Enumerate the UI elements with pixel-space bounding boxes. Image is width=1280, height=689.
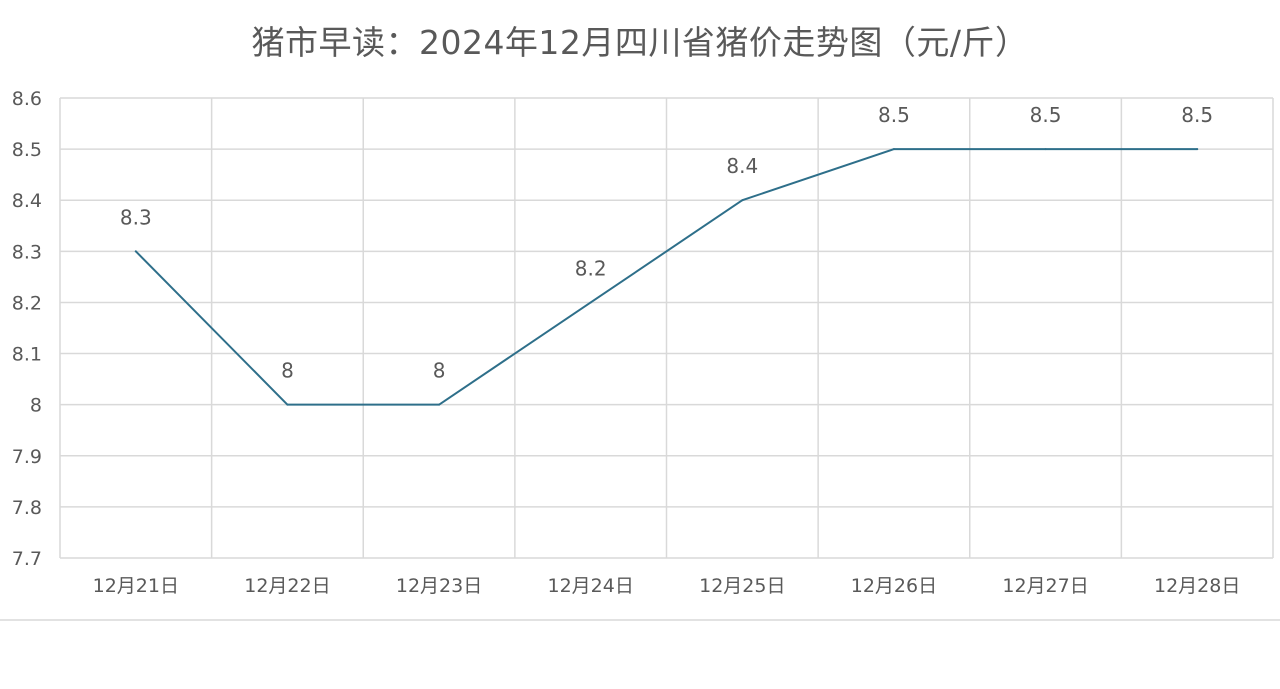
x-tick-label: 12月22日 [244,575,330,597]
data-point [741,199,744,202]
data-label: 8.3 [120,205,152,229]
y-tick-label: 8.2 [12,292,42,314]
y-tick-label: 8.4 [12,190,42,212]
data-label: 8.5 [1030,103,1062,127]
y-tick-label: 8.5 [12,139,42,161]
y-tick-label: 7.9 [12,446,42,468]
x-tick-label: 12月28日 [1154,575,1240,597]
data-label: 8 [433,359,446,383]
chart: 猪市早读：2024年12月四川省猪价走势图（元/斤） 7.7 7.8 7.9 8 8.1… [11,23,1274,597]
data-label: 8.4 [726,154,758,178]
y-tick-label: 8.1 [12,344,42,366]
y-tick-label: 8.3 [12,241,42,263]
y-tick-label: 8.6 [12,88,42,110]
data-label: 8.5 [878,103,910,127]
y-tick-label: 7.7 [12,548,42,570]
data-label: 8.5 [1181,103,1213,127]
chart-title: 猪市早读：2024年12月四川省猪价走势图（元/斤） [251,23,1029,62]
data-point [134,250,137,253]
chart-plot: 7.7 7.8 7.9 8 8.1 8.2 8.3 8.4 8.5 8.6 12月21日 12月22日… [12,88,1274,597]
x-tick-label: 12月24日 [548,575,634,597]
data-label: 8.2 [575,256,607,280]
data-point [892,148,895,151]
data-point [286,403,289,406]
x-tick-label: 12月27日 [1002,575,1088,597]
x-tick-label: 12月25日 [699,575,785,597]
y-tick-label: 7.8 [12,497,42,519]
data-point [589,301,592,304]
data-point [438,403,441,406]
x-tick-label: 12月21日 [93,575,179,597]
data-point [1196,148,1199,151]
series-line [134,148,1199,406]
y-tick-label: 8 [30,395,42,417]
x-tick-label: 12月23日 [396,575,482,597]
data-label: 8 [281,359,294,383]
bottom-divider [0,619,1280,621]
x-tick-label: 12月26日 [851,575,937,597]
data-point [1044,148,1047,151]
